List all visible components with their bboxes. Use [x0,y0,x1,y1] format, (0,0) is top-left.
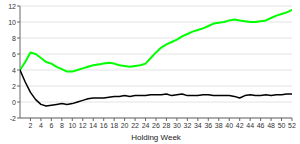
tick-mark [145,118,146,121]
tick-label: 6 [49,122,53,129]
tick-mark [208,118,209,121]
tick-label: 8 [12,35,16,42]
tick-mark [40,118,41,121]
tick-label: 18 [110,122,118,129]
grid-line [20,86,292,87]
grid-line [20,102,292,103]
tick-mark [176,118,177,121]
y-axis: -2 0 2 4 6 8 10 12 [8,3,20,122]
y-axis-line [20,6,21,118]
tick-mark [271,118,272,121]
tick-label: 12 [79,122,87,129]
tick-mark [93,118,94,121]
tick-label: 42 [236,122,244,129]
tick-mark [103,118,104,121]
tick-mark [187,118,188,121]
x-axis: 2468101214161820222426283032343638404244… [29,118,296,129]
tick-mark [239,118,240,121]
tick-mark [260,118,261,121]
plot-area [20,10,292,106]
tick-label: 2 [29,122,33,129]
tick-label: -2 [10,115,16,122]
tick-label: 32 [183,122,191,129]
tick-mark [156,118,157,121]
tick-label: 50 [278,122,286,129]
tick-mark [72,118,73,121]
tick-label: 2 [12,83,16,90]
grid-line [20,38,292,39]
tick-label: 36 [204,122,212,129]
x-axis-label: Holding Week [131,133,182,142]
tick-label: 4 [12,67,16,74]
line [20,70,292,106]
tick-label: 38 [215,122,223,129]
grid [20,6,292,118]
tick-mark [17,38,20,39]
tick-mark [17,22,20,23]
tick-label: 34 [194,122,202,129]
tick-mark [281,118,282,121]
tick-label: 10 [68,122,76,129]
tick-mark [82,118,83,121]
tick-mark [135,118,136,121]
tick-mark [17,70,20,71]
chart: -202468101224681012141618202224262830323… [0,0,300,144]
grid-line [20,6,292,7]
tick-mark [250,118,251,121]
tick-label: 6 [12,51,16,58]
tick-label: 26 [152,122,160,129]
tick-label: 52 [288,122,296,129]
tick-mark [124,118,125,121]
tick-mark [114,118,115,121]
tick-label: 28 [163,122,171,129]
tick-mark [229,118,230,121]
tick-mark [17,86,20,87]
tick-mark [61,118,62,121]
tick-label: 16 [100,122,108,129]
tick-mark [17,102,20,103]
tick-mark [197,118,198,121]
tick-label: 12 [8,3,16,10]
tick-label: 22 [131,122,139,129]
tick-mark [17,6,20,7]
tick-mark [17,118,20,119]
tick-label: 4 [39,122,43,129]
tick-label: 24 [142,122,150,129]
tick-mark [218,118,219,121]
tick-label: 46 [257,122,265,129]
tick-label: 14 [89,122,97,129]
tick-mark [17,54,20,55]
tick-label: 48 [267,122,275,129]
line [20,10,292,72]
tick-label: 30 [173,122,181,129]
tick-mark [166,118,167,121]
tick-label: 44 [246,122,254,129]
tick-label: 0 [12,99,16,106]
tick-label: 20 [121,122,129,129]
tick-mark [30,118,31,121]
tick-mark [51,118,52,121]
tick-mark [292,118,293,121]
tick-label: 10 [8,19,16,26]
tick-label: 40 [225,122,233,129]
tick-label: 8 [60,122,64,129]
